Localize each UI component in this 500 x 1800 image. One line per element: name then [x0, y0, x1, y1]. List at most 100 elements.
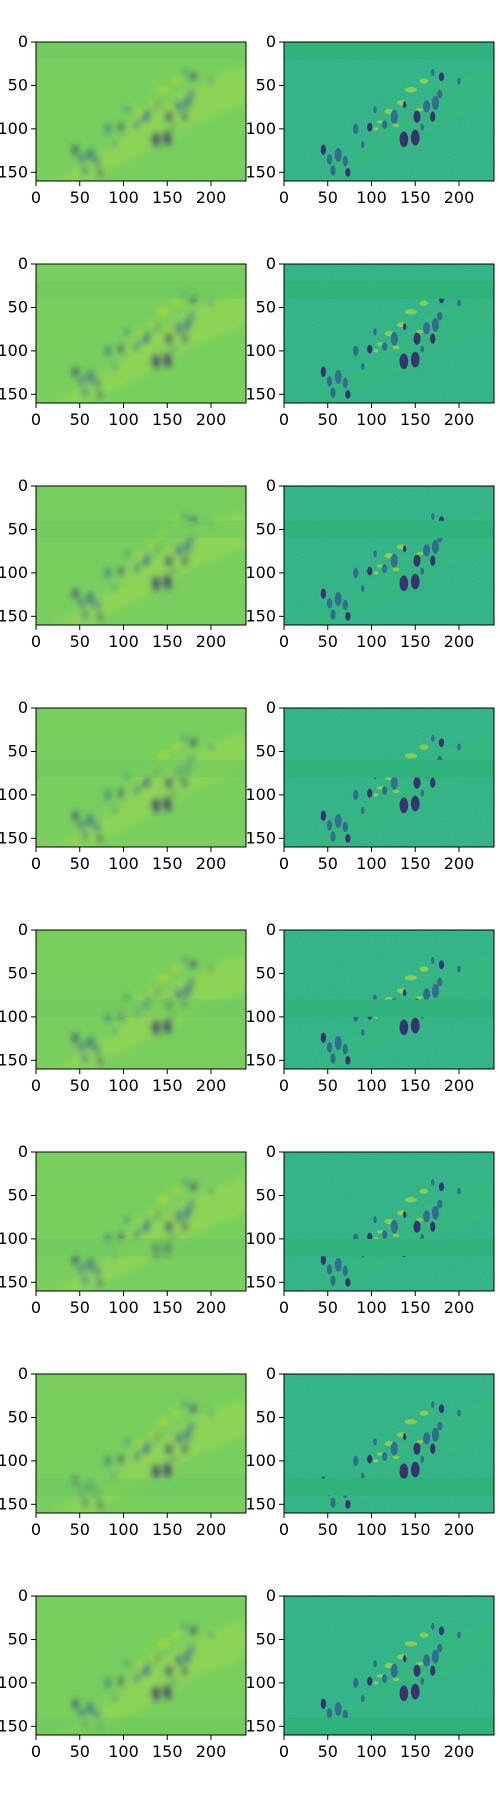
axes-frame — [283, 1373, 495, 1514]
scene-figure — [162, 1683, 172, 1700]
scene-figure — [125, 550, 129, 558]
highlight-spot — [416, 552, 424, 556]
axes-frame — [283, 41, 495, 182]
scene-figure — [431, 512, 435, 520]
highlight-spot — [373, 1681, 379, 1685]
y-tick-label: 0 — [18, 920, 28, 939]
scene-figure — [125, 106, 129, 114]
scene-figure — [162, 1017, 172, 1034]
scene-figure — [423, 1210, 431, 1223]
highlight-spot — [171, 1188, 181, 1194]
scene-figure — [457, 1187, 461, 1195]
panel-row6-masked-original: 0 50 100 150 200 0 50 100 150 — [245, 1142, 495, 1317]
scene-figure — [172, 567, 176, 575]
scene-figure — [151, 353, 161, 370]
scene-figure — [457, 299, 461, 307]
highlight-spot — [392, 345, 400, 350]
scene-figure — [430, 555, 436, 566]
scene-figure — [105, 123, 111, 135]
scene-figure — [78, 376, 85, 387]
scene-figure — [142, 1441, 150, 1456]
y-tick-label: 100 — [245, 341, 276, 360]
highlight-spot — [171, 300, 181, 306]
scene-figure — [382, 564, 388, 573]
scene-figure — [330, 1275, 336, 1286]
scene-figure — [410, 129, 420, 146]
scene-figure — [209, 1187, 213, 1195]
occlusion-band — [36, 999, 246, 1017]
highlight-spot — [156, 87, 169, 93]
highlight-spot — [136, 1440, 146, 1447]
scene-figure — [431, 1622, 435, 1630]
scene-figure — [97, 1499, 103, 1509]
occlusion-band — [284, 760, 494, 778]
scene-figure — [410, 1683, 420, 1700]
scene-figure — [430, 333, 436, 344]
scene-figure — [155, 545, 159, 553]
y-tick-label: 50 — [8, 963, 28, 982]
x-tick-label: 50 — [318, 1076, 338, 1095]
scene-figure — [410, 573, 420, 590]
y-tick-label: 50 — [256, 963, 276, 982]
occlusion-band — [36, 1238, 246, 1257]
highlight-spot — [125, 127, 131, 131]
scene-figure — [345, 833, 351, 843]
scene-figure — [382, 342, 388, 351]
scene-figure — [431, 1205, 439, 1220]
scene-figure — [345, 611, 351, 621]
scene-figure — [420, 345, 424, 353]
scene-figure — [413, 554, 421, 567]
y-tick-label: 50 — [8, 297, 28, 316]
highlight-spot — [419, 78, 429, 84]
scene-figure — [438, 72, 445, 82]
scene-figure — [86, 591, 94, 606]
scene-figure — [189, 977, 195, 987]
x-tick-label: 0 — [279, 1520, 289, 1539]
highlight-spot — [373, 1459, 379, 1463]
scene-figure — [155, 1433, 159, 1441]
scene-figure — [78, 598, 85, 609]
scene-figure — [431, 983, 439, 998]
scene-figure — [430, 1443, 436, 1454]
scene-figure — [105, 789, 111, 801]
image-scene — [53, 68, 246, 181]
scene-figure — [113, 141, 117, 148]
x-tick-label: 150 — [400, 1520, 431, 1539]
scene-figure — [373, 1438, 377, 1446]
highlight-spot — [125, 571, 131, 575]
x-tick-label: 200 — [444, 1076, 475, 1095]
scene-figure — [190, 960, 197, 970]
highlight-spot — [392, 123, 400, 128]
scene-figure — [94, 1265, 100, 1277]
scene-figure — [151, 1019, 161, 1036]
scene-figure — [72, 366, 78, 377]
scene-figure — [165, 776, 173, 789]
scene-figure — [78, 154, 85, 165]
heatmap-image — [284, 1152, 494, 1291]
scene-figure — [413, 1442, 421, 1455]
scene-figure — [113, 363, 117, 370]
highlight-spot — [125, 793, 131, 797]
y-tick-label: 150 — [0, 1272, 28, 1291]
x-tick-label: 0 — [279, 410, 289, 429]
heatmap-image — [284, 930, 494, 1069]
y-tick-label: 150 — [245, 1050, 276, 1069]
y-tick-label: 150 — [0, 1716, 28, 1735]
scene-figure — [403, 323, 407, 331]
scene-figure — [345, 1055, 351, 1065]
scene-figure — [190, 1182, 197, 1192]
scene-figure — [437, 1643, 443, 1653]
scene-figure — [78, 820, 85, 831]
scene-figure — [182, 555, 188, 566]
scene-figure — [410, 1017, 420, 1034]
panel-row3-masked-original: 0 50 100 150 200 0 50 100 150 — [245, 476, 495, 651]
scene-figure — [182, 1443, 188, 1454]
scene-figure — [82, 1275, 88, 1286]
highlight-spot — [419, 1188, 429, 1194]
scene-figure — [134, 1674, 140, 1683]
highlight-spot — [416, 996, 424, 1000]
y-tick-label: 150 — [0, 384, 28, 403]
scene-figure — [437, 1421, 443, 1431]
highlight-spot — [404, 1641, 417, 1647]
panel-row2-masked-original: 0 50 100 150 200 0 50 100 150 — [245, 254, 495, 429]
